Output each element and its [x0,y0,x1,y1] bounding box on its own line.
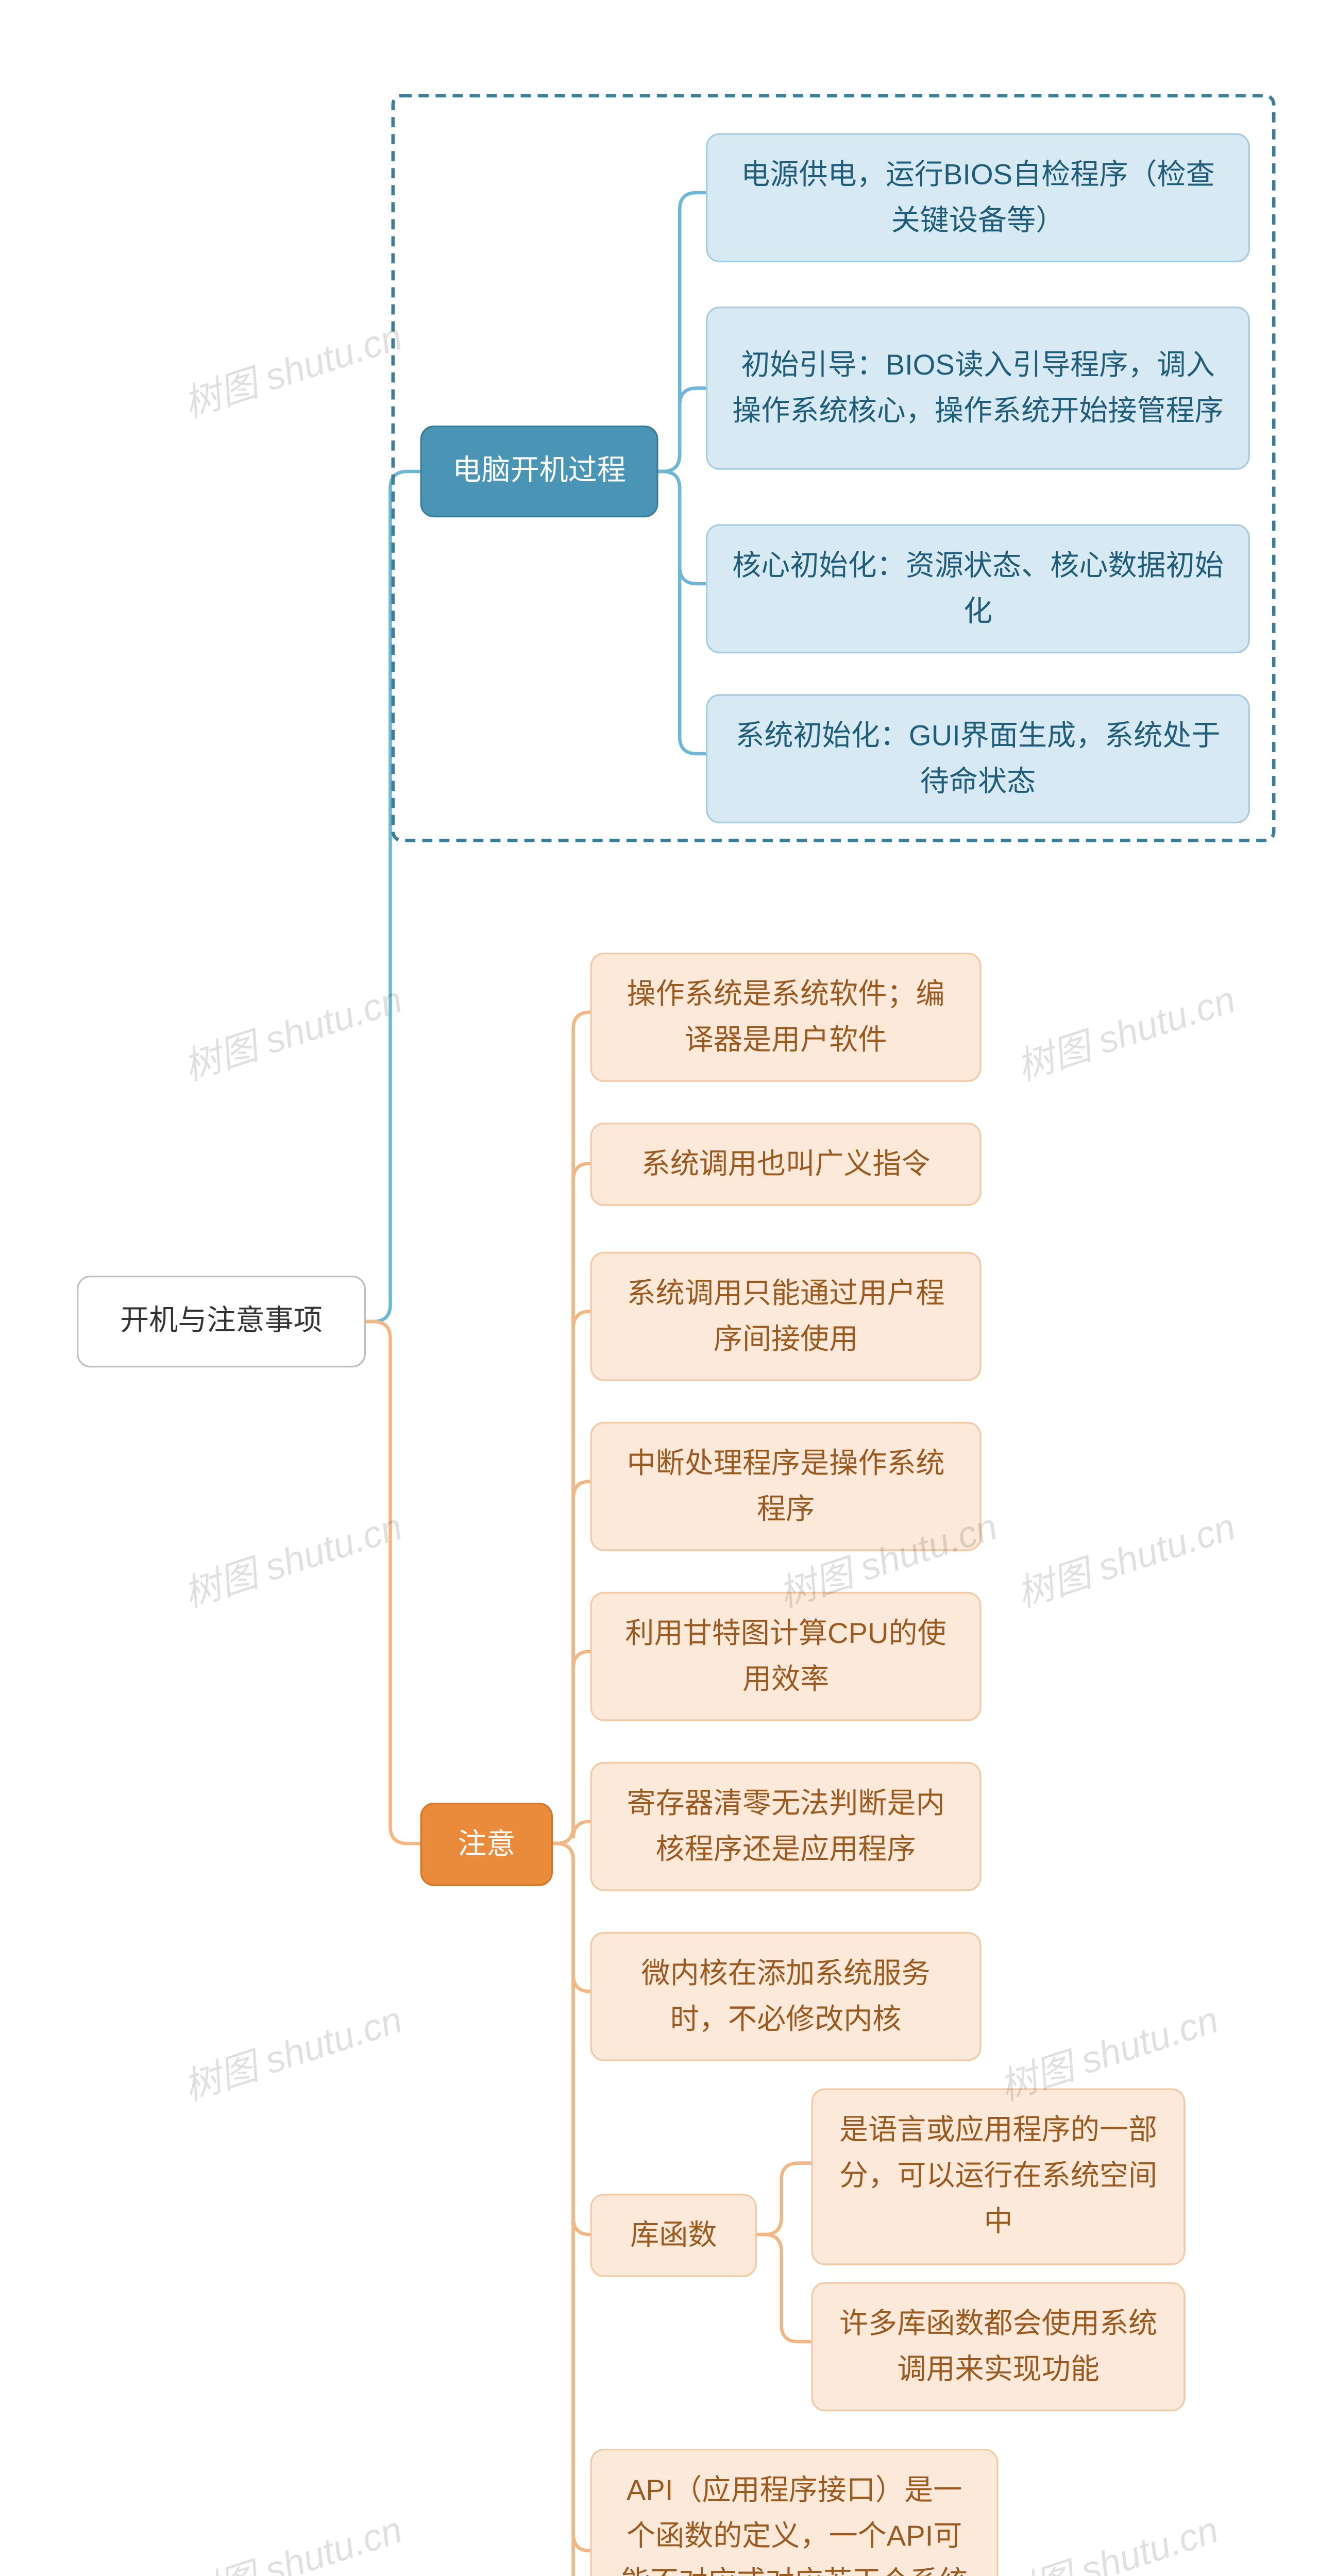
node-boot3: 核心初始化：资源状态、核心数据初始化 [706,524,1250,654]
edge-note-api [553,1843,590,2551]
node-n1: 操作系统是系统软件；编译器是用户软件 [590,953,982,1082]
node-api: API（应用程序接口）是一个函数的定义，一个API可能不对应或对应若干个系统调用 [590,2449,999,2576]
edge-lib-lib2 [757,2234,811,2342]
node-root: 开机与注意事项 [77,1276,366,1367]
edge-note-lib [553,1843,590,2234]
node-lib2: 许多库函数都会使用系统调用来实现功能 [811,2282,1186,2412]
edge-lib-lib1 [757,2163,811,2235]
edge-note-n7 [553,1843,590,1991]
node-lib1: 是语言或应用程序的一部分，可以运行在系统空间中 [811,2088,1186,2264]
watermark: 树图 shutu.cn [1009,1497,1241,1619]
watermark: 树图 shutu.cn [176,1990,408,2112]
edge-note-n2 [553,1163,590,1843]
node-n6: 寄存器清零无法判断是内核程序还是应用程序 [590,1762,982,1892]
node-boot2: 初始引导：BIOS读入引导程序，调入操作系统核心，操作系统开始接管程序 [706,307,1250,470]
watermark: 树图 shutu.cn [176,1497,408,1619]
node-n2: 系统调用也叫广义指令 [590,1123,982,1206]
node-boot4: 系统初始化：GUI界面生成，系统处于待命状态 [706,694,1250,824]
watermark: 树图 shutu.cn [1009,970,1241,1092]
node-n7: 微内核在添加系统服务时，不必修改内核 [590,1932,982,2062]
edge-note-n6 [553,1821,590,1843]
node-n3: 系统调用只能通过用户程序间接使用 [590,1252,982,1382]
watermark: 树图 shutu.cn [176,2500,408,2576]
node-note: 注意 [420,1803,553,1886]
edge-note-sys [553,1843,590,2576]
edge-note-n3 [553,1311,590,1843]
watermark: 树图 shutu.cn [176,307,408,429]
edge-note-n5 [553,1651,590,1843]
node-lib: 库函数 [590,2194,757,2277]
edge-root-note [366,1321,420,1843]
edge-note-n4 [553,1481,590,1843]
watermark: 树图 shutu.cn [992,2500,1224,2576]
node-n5: 利用甘特图计算CPU的使用效率 [590,1592,982,1722]
node-n4: 中断处理程序是操作系统程序 [590,1422,982,1552]
node-boot: 电脑开机过程 [420,426,658,517]
edge-note-n1 [553,1012,590,1844]
node-boot1: 电源供电，运行BIOS自检程序（检查关键设备等） [706,133,1250,263]
watermark: 树图 shutu.cn [176,970,408,1092]
